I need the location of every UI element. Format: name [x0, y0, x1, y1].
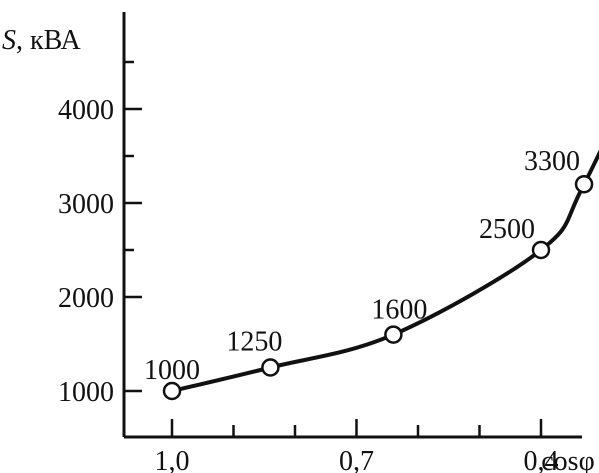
data-point-marker	[162, 381, 182, 401]
data-point-marker	[384, 325, 403, 344]
labels-layer: 1000 2000 3000 4000 1,0 0,7 0,4 1000 1250 1600 250…	[58, 1, 599, 473]
y-tick-label: 4000	[58, 95, 114, 126]
y-axis-label-unit: , кВА	[16, 25, 82, 56]
data-point-label: 2500	[479, 214, 535, 245]
data-point-label: 1600	[371, 295, 427, 326]
x-tick-label: 0,7	[339, 446, 374, 473]
y-tick-label: 3000	[58, 189, 114, 220]
x-tick-label: 0,4	[524, 446, 559, 473]
data-point-marker	[574, 174, 594, 194]
y-axis-label: S, кВА	[2, 25, 82, 56]
x-tick-label: 1,0	[155, 446, 190, 473]
markers-layer	[162, 174, 594, 401]
y-axis-label-symbol: S	[2, 25, 16, 56]
y-tick-label: 2000	[58, 283, 114, 314]
data-point-marker	[531, 240, 551, 260]
data-point-label: 3300	[524, 146, 580, 177]
axes-layer	[122, 12, 582, 439]
x-axis-label: cosφ	[541, 446, 594, 473]
data-point-label: 1000	[144, 355, 200, 386]
data-point-marker	[261, 358, 280, 377]
data-point-label: 1250	[226, 327, 282, 358]
y-tick-label: 1000	[58, 377, 114, 408]
